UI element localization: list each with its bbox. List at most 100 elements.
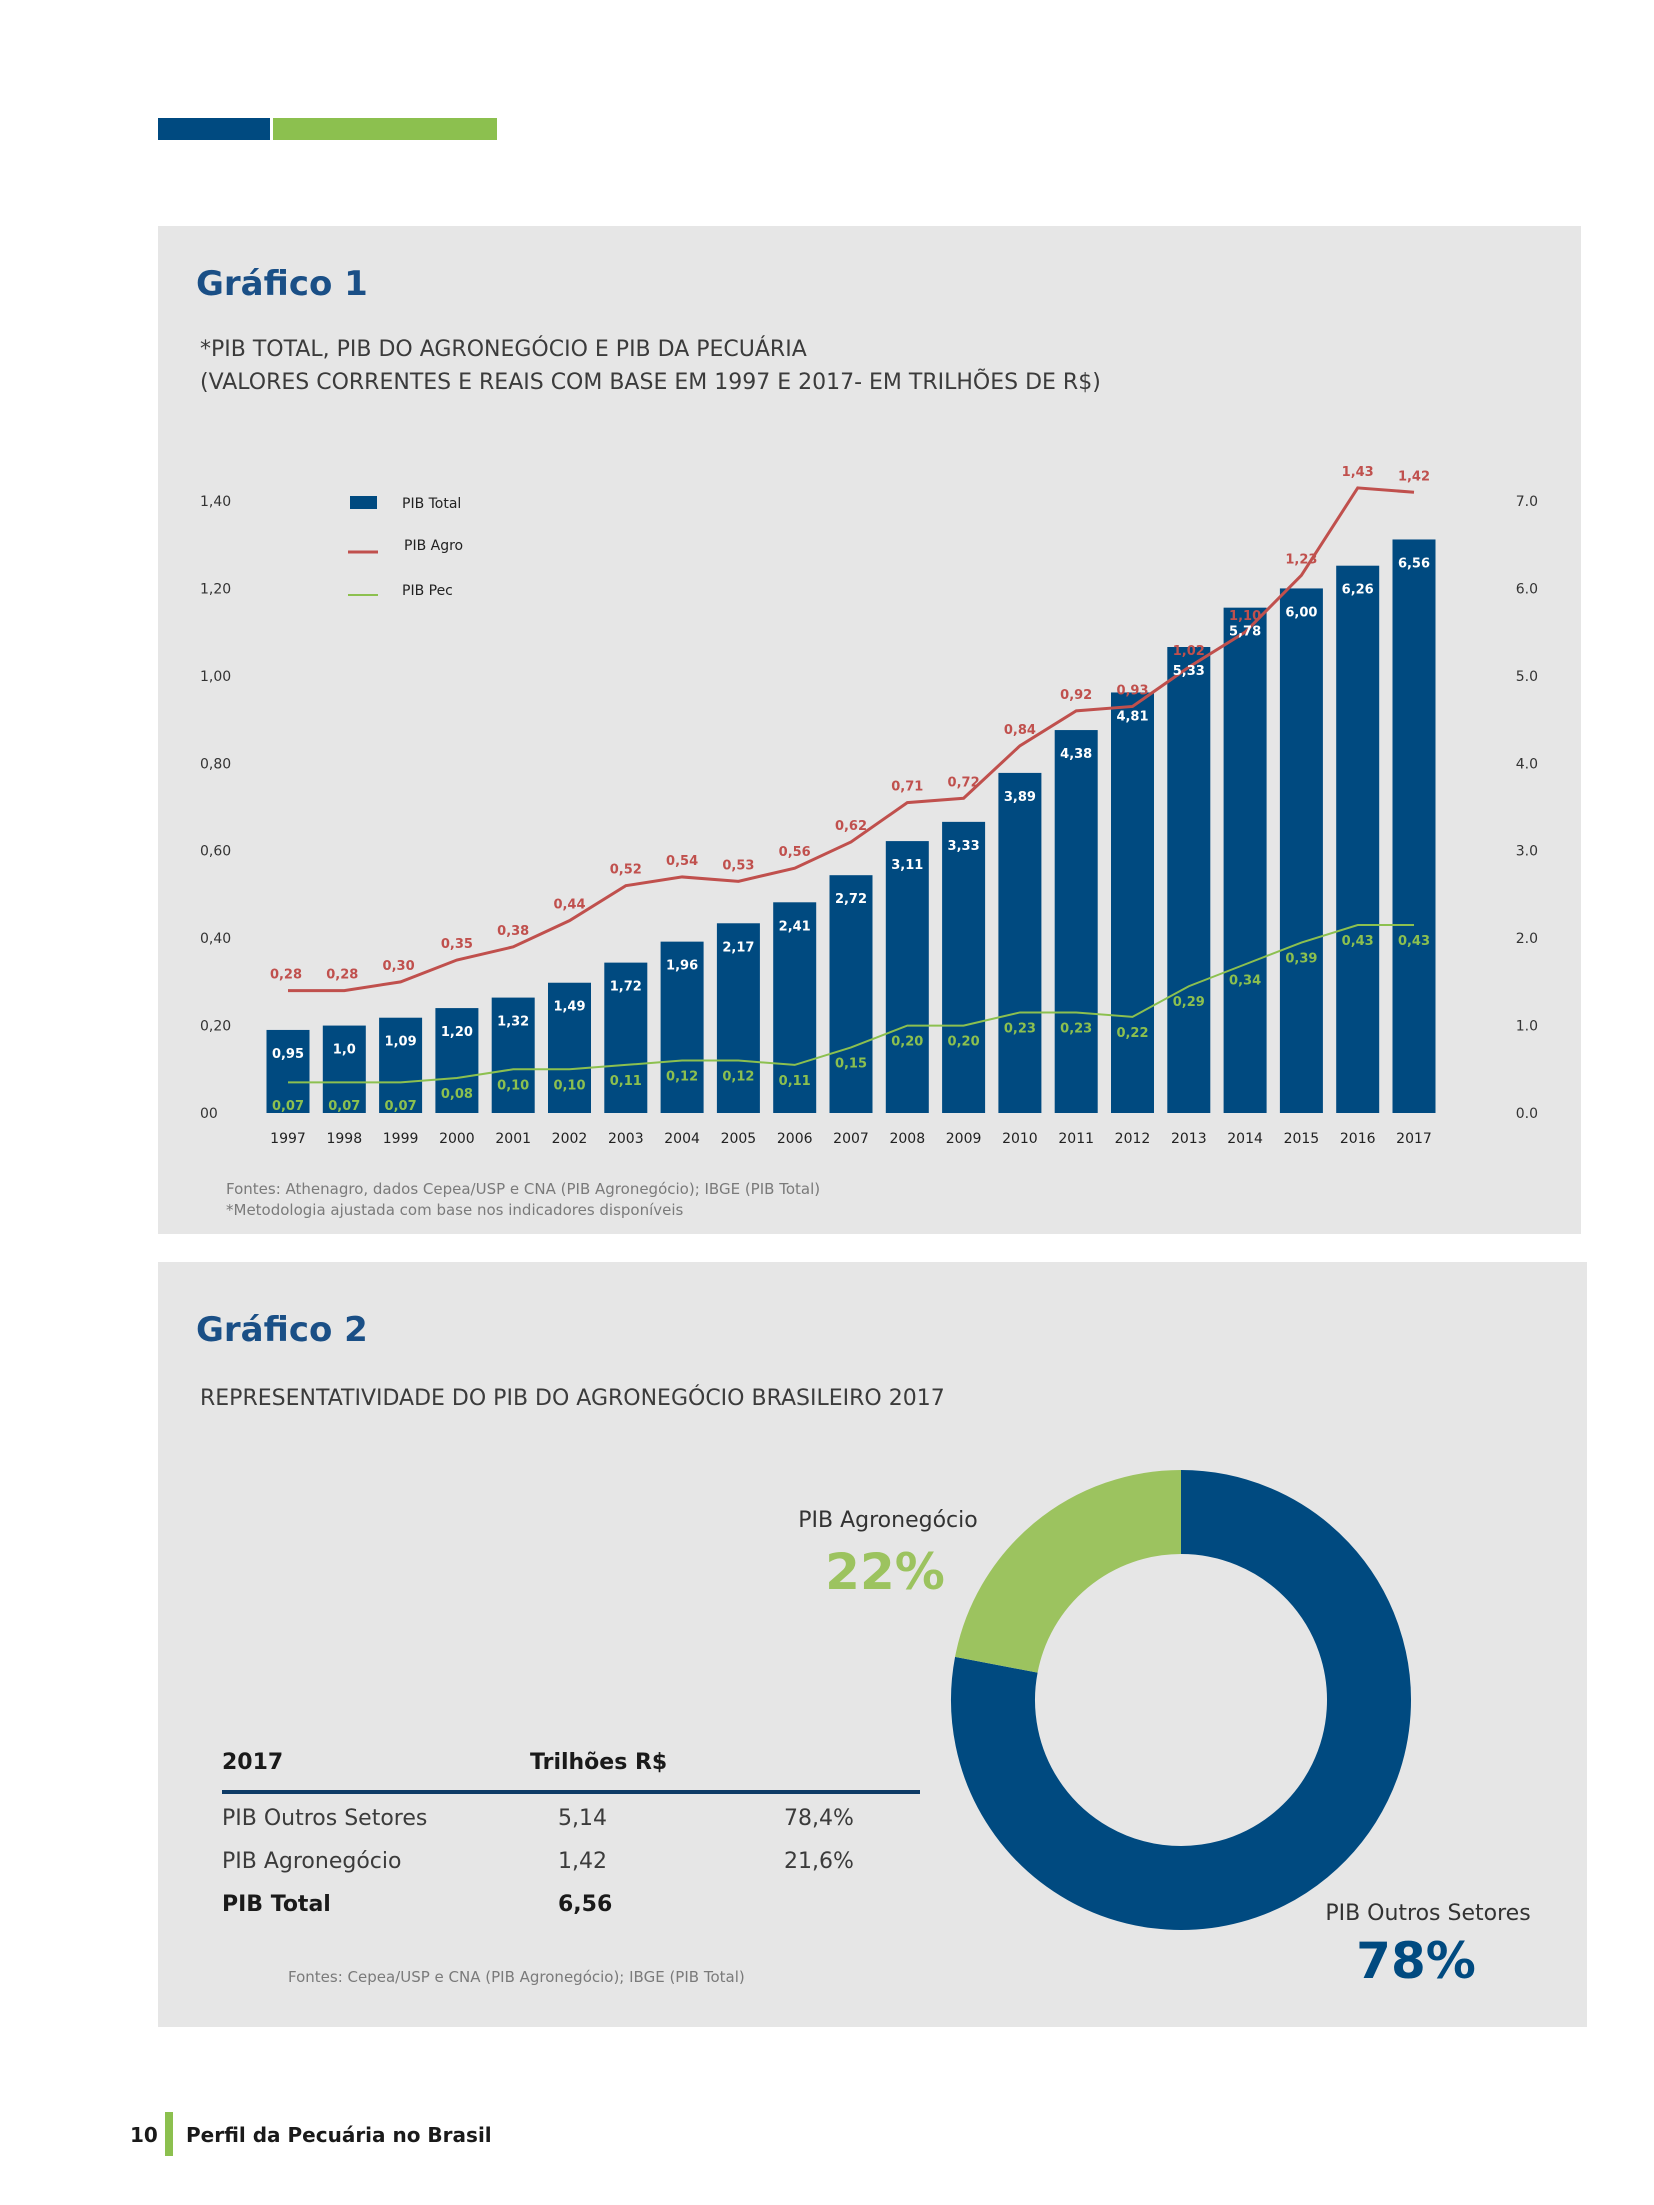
bar-pib-total (1392, 539, 1436, 1113)
y-right-tick-label: 0.0 (1516, 1106, 1538, 1122)
figure1-chart: 00 0,20 0,40 0,60 0,80 1,00 1,20 1,40 0.0 1.0 2.0 3… (200, 465, 1538, 1147)
table-row: PIB Agronegócio 1,42 21,6% (222, 1849, 920, 1892)
data-label-pib-pec: 0,43 (1342, 934, 1374, 949)
line-pib-agro (288, 486, 1415, 993)
x-tick-label: 2000 (439, 1131, 475, 1147)
data-label-pib-agro: 0,84 (1004, 723, 1036, 738)
data-label-pib-total: 6,00 (1285, 605, 1317, 620)
legend-swatch-pib-total (350, 496, 377, 509)
data-label-pib-agro: 1,42 (1398, 469, 1430, 484)
data-label-pib-total: 1,20 (441, 1025, 473, 1040)
data-label-pib-total: 1,0 (333, 1043, 356, 1058)
bar-pib-total (379, 1017, 423, 1113)
data-label-pib-total: 3,11 (891, 858, 923, 873)
data-label-pib-pec: 0,23 (1060, 1021, 1092, 1036)
table-header-unit: Trilhões R$ (530, 1750, 668, 1775)
data-label-pib-pec: 0,34 (1229, 973, 1261, 988)
bar-pib-total (604, 962, 648, 1113)
row-value: 5,14 (558, 1806, 607, 1831)
header-bar-blue (158, 118, 270, 140)
x-tick-label: 2012 (1115, 1131, 1151, 1147)
data-label-pib-agro: 0,92 (1060, 688, 1092, 703)
data-label-pib-total: 1,09 (385, 1035, 417, 1050)
data-label-pib-pec: 0,10 (553, 1078, 585, 1093)
data-label-pib-total: 5,33 (1173, 664, 1205, 679)
bar-pib-total (1223, 607, 1267, 1113)
x-tick-label: 2008 (889, 1131, 925, 1147)
row-label: PIB Total (222, 1892, 331, 1917)
data-label-pib-pec: 0,08 (441, 1087, 473, 1102)
data-label-pib-pec: 0,20 (891, 1035, 923, 1050)
data-label-pib-total: 2,72 (835, 892, 867, 907)
table-row-total: PIB Total 6,56 (222, 1892, 920, 1935)
y-left-tick-label: 1,20 (200, 581, 231, 597)
figure1-subtitle-line2: (VALORES CORRENTES E REAIS COM BASE EM 1… (200, 370, 1101, 395)
bar-pib-total (829, 875, 873, 1113)
legend-label-pib-total: PIB Total (402, 496, 461, 512)
x-tick-label: 2006 (777, 1131, 813, 1147)
row-value: 6,56 (558, 1892, 613, 1917)
bar-pib-total (548, 982, 591, 1113)
data-label-pib-agro: 0,30 (383, 959, 415, 974)
bar-pib-total (435, 1008, 479, 1113)
data-label-pib-agro: 0,56 (779, 845, 811, 860)
line-pib-pec (288, 924, 1414, 1084)
data-label-pib-pec: 0,22 (1116, 1026, 1148, 1041)
y-left-tick-label: 1,40 (200, 494, 231, 510)
x-tick-label: 2013 (1171, 1131, 1207, 1147)
y-left-tick-label: 0,20 (200, 1019, 231, 1035)
y-left-tick-label: 1,00 (200, 669, 231, 685)
data-label-pib-agro: 0,28 (270, 968, 302, 983)
y-right-tick-label: 1.0 (1516, 1019, 1538, 1035)
bar-pib-total (1279, 588, 1323, 1113)
legend-label-pib-agro: PIB Agro (404, 538, 463, 554)
data-label-pib-agro: 0,38 (497, 924, 529, 939)
footer-title: Perfil da Pecuária no Brasil (186, 2123, 492, 2147)
data-label-pib-total: 3,33 (948, 839, 980, 854)
data-label-pib-pec: 0,29 (1173, 995, 1205, 1010)
donut-percent-pib-outros-setores: 78% (1356, 1932, 1476, 1990)
figure1-subtitle-line1: *PIB TOTAL, PIB DO AGRONEGÓCIO E PIB DA … (200, 337, 807, 362)
data-label-pib-total: 1,72 (610, 980, 642, 995)
data-label-pib-agro: 0,44 (553, 898, 585, 913)
x-tick-label: 2016 (1340, 1131, 1376, 1147)
y-right-tick-label: 5.0 (1516, 669, 1538, 685)
figure2-source: Fontes: Cepea/USP e CNA (PIB Agronegócio… (288, 1968, 745, 1986)
page-number: 10 (130, 2123, 158, 2147)
data-label-pib-pec: 0,12 (722, 1070, 754, 1085)
footer-accent-bar (165, 2112, 173, 2156)
x-tick-label: 2007 (833, 1131, 869, 1147)
data-label-pib-pec: 0,12 (666, 1070, 698, 1085)
data-label-pib-agro: 0,54 (666, 854, 698, 869)
x-tick-label: 2002 (552, 1131, 588, 1147)
x-tick-label: 2003 (608, 1131, 644, 1147)
data-label-pib-total: 5,78 (1229, 625, 1261, 640)
x-tick-label: 2004 (664, 1131, 700, 1147)
data-label-pib-pec: 0,11 (610, 1074, 642, 1089)
bar-pib-total (716, 923, 760, 1113)
x-tick-label: 2001 (495, 1131, 531, 1147)
data-label-pib-pec: 0,07 (385, 1099, 417, 1114)
x-tick-label: 1999 (383, 1131, 419, 1147)
data-label-pib-total: 1,96 (666, 959, 698, 974)
y-right-tick-label: 6.0 (1516, 581, 1538, 597)
bar-pib-total (660, 941, 704, 1113)
data-label-pib-agro: 0,35 (441, 937, 473, 952)
data-label-pib-agro: 0,71 (891, 780, 923, 795)
data-label-pib-total: 1,49 (553, 1000, 585, 1015)
x-tick-label: 2017 (1396, 1131, 1432, 1147)
data-label-pib-agro: 1,23 (1285, 552, 1317, 567)
data-label-pib-total: 0,95 (272, 1047, 304, 1062)
data-label-pib-agro: 0,28 (326, 968, 358, 983)
bar-pib-total (1167, 647, 1211, 1113)
data-label-pib-total: 4,81 (1116, 709, 1148, 724)
y-right-tick-label: 2.0 (1516, 931, 1538, 947)
x-tick-label: 2010 (1002, 1131, 1038, 1147)
donut-label-pib-outros-setores: PIB Outros Setores (1325, 1901, 1530, 1926)
data-label-pib-agro: 1,10 (1229, 609, 1261, 624)
figure2-donut-chart: PIB Agronegócio 22% PIB Outros Setores 78% (798, 1470, 1531, 1990)
figure2-title: Gráfico 2 (196, 1310, 368, 1350)
figure1-source-line1: Fontes: Athenagro, dados Cepea/USP e CNA… (226, 1180, 821, 1198)
figure1-panel: Gráfico 1 *PIB TOTAL, PIB DO AGRONEGÓCIO… (158, 226, 1581, 1234)
donut-percent-pib-agronegocio: 22% (825, 1543, 945, 1601)
